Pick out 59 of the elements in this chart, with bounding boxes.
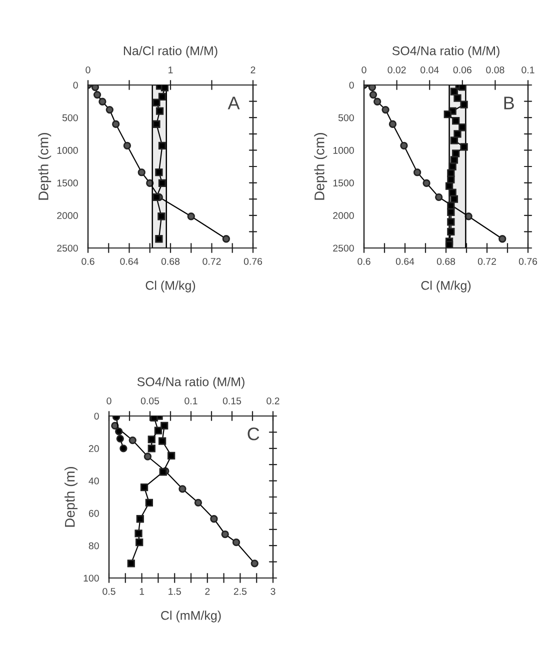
x2-tick-label: 0 bbox=[106, 397, 112, 404]
y-tick-label: 1500 bbox=[333, 180, 354, 186]
x-tick-label: 0.76 bbox=[518, 258, 538, 265]
y-axis-title: Depth (cm) bbox=[38, 133, 52, 200]
x2-tick-label: 0.05 bbox=[140, 397, 160, 404]
x-axis-title: Cl (mM/kg) bbox=[161, 610, 221, 622]
x2-tick-label: 0 bbox=[362, 66, 366, 74]
x2-tick-label: 0.06 bbox=[453, 66, 472, 74]
x-tick-label: 3 bbox=[270, 588, 276, 595]
x2-tick-label: 1 bbox=[168, 66, 173, 74]
x2-tick-label: 0.1 bbox=[184, 397, 198, 404]
x-tick-label: 0.68 bbox=[436, 258, 456, 265]
x2-axis-title: Na/Cl ratio (M/M) bbox=[124, 46, 218, 58]
y-tick-label: 0 bbox=[94, 412, 99, 420]
x2-axis-title: SO4/Na ratio (M/M) bbox=[137, 377, 244, 389]
x-tick-label: 0.68 bbox=[161, 258, 180, 265]
y-tick-label: 2500 bbox=[333, 244, 354, 252]
x2-tick-label: 0.04 bbox=[420, 66, 439, 74]
annotation: A bbox=[228, 96, 240, 110]
x2-tick-label: 0.15 bbox=[222, 397, 242, 404]
y-axis-title: Depth (cm) bbox=[314, 133, 328, 200]
x-tick-label: 0.72 bbox=[202, 258, 221, 265]
x2-tick-label: 0.2 bbox=[266, 397, 280, 404]
y-tick-label: 500 bbox=[62, 114, 78, 122]
x-tick-label: 0.64 bbox=[396, 258, 414, 265]
y-tick-label: 2500 bbox=[57, 244, 78, 252]
y-tick-label: 100 bbox=[84, 574, 99, 582]
y-tick-label: 2000 bbox=[57, 212, 78, 220]
x-tick-label: 0.6 bbox=[82, 258, 94, 265]
x2-tick-label: 2 bbox=[250, 66, 256, 74]
y-tick-label: 1000 bbox=[333, 146, 354, 154]
y-tick-label: 0 bbox=[349, 82, 354, 89]
x-tick-label: 0.6 bbox=[358, 258, 370, 265]
annotation: B bbox=[504, 96, 514, 110]
x2-tick-label: 0.02 bbox=[388, 66, 406, 74]
x-tick-label: 0.64 bbox=[120, 258, 138, 265]
x-tick-label: 0.72 bbox=[478, 258, 496, 265]
x-tick-label: 0.76 bbox=[244, 258, 262, 265]
x-tick-label: 1 bbox=[140, 588, 144, 595]
y-tick-label: 60 bbox=[88, 510, 99, 517]
x-tick-label: 2.5 bbox=[234, 588, 247, 595]
x2-tick-label: 0.08 bbox=[486, 66, 504, 74]
y-tick-label: 0 bbox=[73, 82, 78, 89]
x-tick-label: 0.5 bbox=[102, 588, 116, 595]
y-tick-label: 40 bbox=[88, 478, 99, 484]
x-tick-label: 2 bbox=[205, 588, 210, 595]
y-tick-label: 1500 bbox=[57, 180, 78, 186]
x-axis-title: Cl (M/kg) bbox=[421, 280, 471, 292]
y-tick-label: 80 bbox=[88, 542, 99, 550]
x-tick-label: 1.5 bbox=[168, 588, 181, 595]
y-tick-label: 1000 bbox=[57, 146, 78, 154]
y-axis-title: Depth (m) bbox=[64, 466, 78, 527]
x-axis-title: Cl (M/kg) bbox=[146, 280, 196, 292]
x2-tick-label: 0.1 bbox=[522, 66, 534, 74]
y-tick-label: 500 bbox=[338, 114, 354, 122]
y-tick-label: 20 bbox=[88, 445, 99, 452]
x2-axis-title: SO4/Na ratio (M/M) bbox=[392, 46, 500, 58]
annotation: C bbox=[248, 428, 260, 440]
y-tick-label: 2000 bbox=[333, 212, 354, 220]
